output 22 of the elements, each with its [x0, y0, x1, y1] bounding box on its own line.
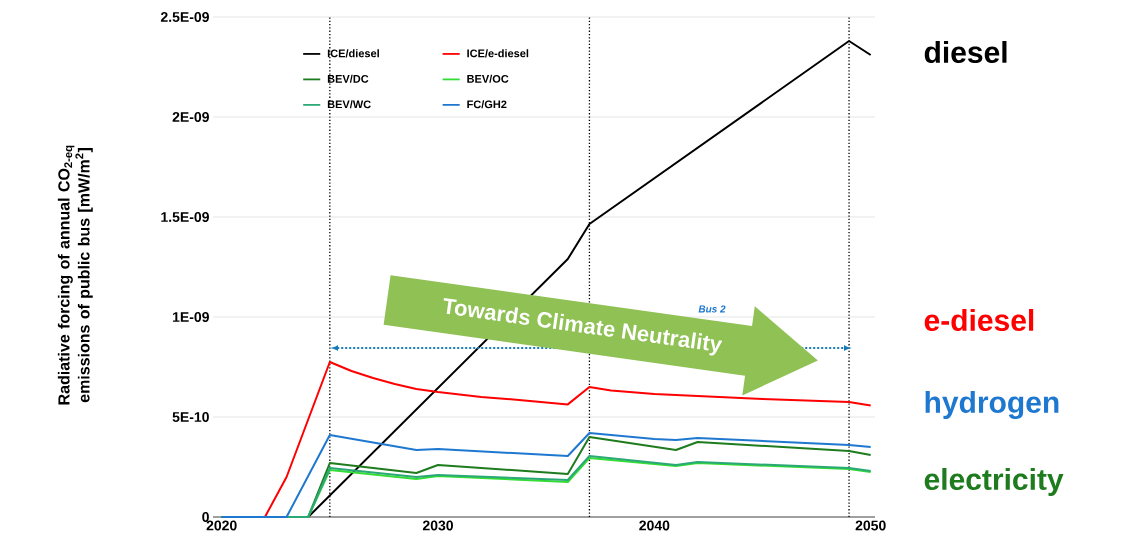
x-tick-label: 2030: [422, 520, 453, 531]
text: electricity: [924, 468, 1064, 496]
text: e-diesel: [924, 308, 1034, 332]
y-tick-label: 1.5E-09: [161, 212, 209, 222]
legend-label: ICE/e-diesel: [467, 49, 529, 58]
text: diesel: [924, 40, 1007, 64]
text: hydrogen: [925, 390, 1059, 420]
legend-label: BEV/DC: [327, 74, 369, 83]
legend-label: ICE/diesel: [327, 49, 379, 58]
legend-label: BEV/OC: [467, 74, 509, 83]
annotation: Bus 2: [698, 305, 726, 313]
y-tick-label: 1E-09: [172, 312, 209, 322]
x-tick-label: 2050: [855, 520, 886, 531]
y-tick-label: 2.5E-09: [160, 12, 209, 22]
legend-label: BEV/WC: [327, 100, 371, 109]
y-tick-label: 5E-10: [172, 412, 209, 422]
y-tick-label: 0: [202, 512, 209, 522]
x-tick-label: 2040: [639, 520, 670, 531]
x-tick-label: 2020: [206, 520, 237, 531]
y-tick-label: 2E-09: [172, 112, 209, 122]
y-axis-title: Radiative forcing of annual CO$_{2-eq}$ emissions of public bus [mW/m$^{2}$]: [57, 145, 93, 405]
legend-label: FC/GH2: [467, 100, 507, 109]
